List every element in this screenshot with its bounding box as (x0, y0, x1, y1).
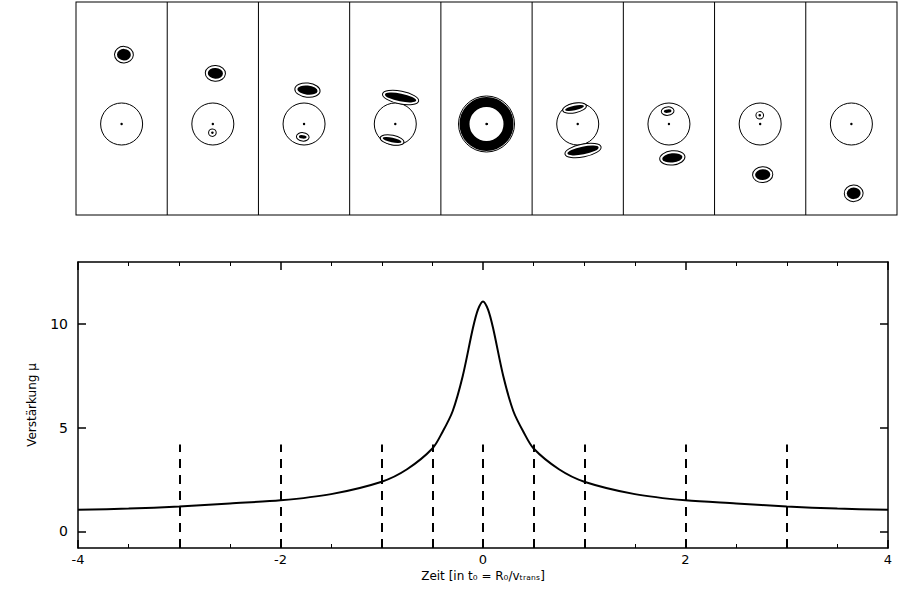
svg-text:Zeit [in t₀ = R₀/vₜᵣₐₙₛ]: Zeit [in t₀ = R₀/vₜᵣₐₙₛ] (421, 569, 545, 583)
svg-text:0: 0 (479, 552, 487, 567)
svg-text:10: 10 (50, 316, 68, 332)
svg-text:2: 2 (681, 552, 689, 567)
svg-text:4: 4 (884, 552, 892, 567)
svg-text:5: 5 (59, 420, 68, 436)
svg-text:-2: -2 (274, 552, 287, 567)
svg-text:0: 0 (59, 523, 68, 539)
svg-text:Verstärkung μ: Verstärkung μ (25, 363, 39, 447)
svg-text:-4: -4 (72, 552, 85, 567)
